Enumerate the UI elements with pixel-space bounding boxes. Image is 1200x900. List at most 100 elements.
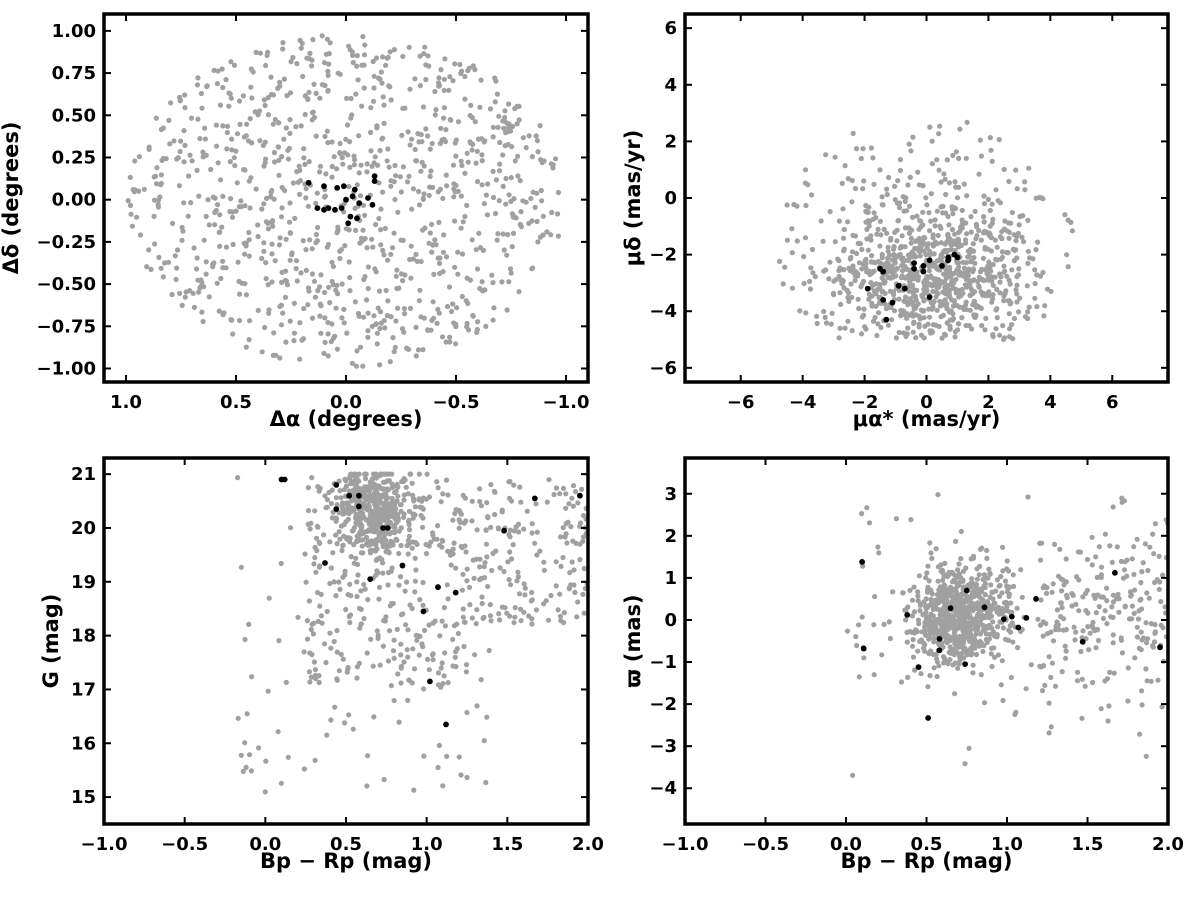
field-star-point xyxy=(270,352,276,358)
field-star-point xyxy=(286,219,293,225)
field-star-point xyxy=(287,525,294,531)
field-star-point xyxy=(356,170,362,176)
y-tick-label: 18 xyxy=(71,626,96,647)
field-star-point xyxy=(420,602,426,608)
field-star-point xyxy=(481,201,487,207)
field-star-point xyxy=(921,315,927,321)
field-star-point xyxy=(297,356,303,362)
field-star-point xyxy=(418,314,424,320)
field-star-point xyxy=(364,534,370,541)
field-star-point xyxy=(275,144,282,150)
field-star-point xyxy=(208,166,214,173)
member-star-point xyxy=(911,260,917,266)
field-star-point xyxy=(1032,281,1038,287)
field-star-point xyxy=(309,246,315,252)
y-tick-label: 21 xyxy=(71,464,96,485)
field-star-point xyxy=(853,634,859,640)
x-tick-label: 0.0 xyxy=(830,834,862,855)
field-star-point xyxy=(305,521,311,527)
field-star-point xyxy=(470,141,476,147)
field-star-point xyxy=(827,259,833,265)
field-star-point xyxy=(1000,625,1007,631)
field-star-point xyxy=(435,485,441,491)
field-star-point xyxy=(540,213,547,219)
field-star-point xyxy=(500,152,506,158)
field-star-point xyxy=(1001,293,1007,299)
field-star-point xyxy=(476,230,482,236)
field-star-point xyxy=(534,218,540,225)
field-star-point xyxy=(477,577,483,583)
member-star-point xyxy=(859,559,865,565)
member-star-point xyxy=(920,263,927,269)
field-star-point xyxy=(1001,263,1007,269)
field-star-point xyxy=(1014,291,1020,297)
field-star-point xyxy=(386,164,392,170)
field-star-point xyxy=(348,554,354,560)
field-star-point xyxy=(1051,541,1058,548)
field-star-point xyxy=(348,95,354,102)
field-star-point xyxy=(344,669,350,675)
field-star-point xyxy=(188,115,195,121)
field-star-point xyxy=(313,569,319,575)
field-star-point xyxy=(922,619,928,626)
field-star-point xyxy=(345,503,351,509)
field-star-point xyxy=(495,231,501,237)
field-star-point xyxy=(580,538,586,544)
field-star-point xyxy=(1037,540,1043,547)
field-star-point xyxy=(954,195,961,201)
field-star-point xyxy=(443,477,450,483)
field-star-point xyxy=(224,129,230,136)
field-star-point xyxy=(325,140,331,146)
field-star-point xyxy=(351,542,357,548)
field-star-point xyxy=(220,312,226,318)
field-star-point xyxy=(481,564,487,570)
field-star-point xyxy=(931,665,937,671)
field-star-point xyxy=(309,110,315,116)
field-star-point xyxy=(137,232,144,238)
field-star-point xyxy=(506,495,513,501)
member-star-point xyxy=(333,482,340,488)
field-star-point xyxy=(953,585,959,591)
field-star-point xyxy=(955,567,961,573)
field-star-point xyxy=(514,578,520,584)
field-star-point xyxy=(507,527,513,533)
field-star-point xyxy=(942,302,948,308)
field-star-point xyxy=(294,61,300,67)
field-star-point xyxy=(410,646,416,652)
field-star-point xyxy=(518,618,524,624)
field-star-point xyxy=(362,586,368,592)
field-star-point xyxy=(931,635,937,642)
field-star-point xyxy=(918,332,925,338)
field-star-point xyxy=(388,251,394,257)
field-star-point xyxy=(354,579,360,585)
field-star-point xyxy=(365,328,371,334)
field-star-point xyxy=(927,540,933,546)
field-star-point xyxy=(173,276,179,283)
field-star-point xyxy=(444,582,450,588)
field-star-point xyxy=(312,544,318,551)
field-star-point xyxy=(487,613,493,619)
field-star-point xyxy=(1058,614,1064,620)
field-star-point xyxy=(1140,560,1146,566)
field-star-point xyxy=(359,62,365,68)
field-star-point xyxy=(327,630,333,636)
field-star-point xyxy=(932,223,938,229)
field-star-point xyxy=(353,363,359,369)
field-star-point xyxy=(946,180,953,186)
field-star-point xyxy=(375,570,381,576)
field-star-point xyxy=(936,282,943,288)
field-star-point xyxy=(1055,622,1061,628)
field-star-point xyxy=(436,75,442,81)
field-star-point xyxy=(968,650,974,656)
y-tick-label: 1 xyxy=(664,568,677,589)
field-star-point xyxy=(340,506,346,513)
field-star-point xyxy=(984,268,991,274)
field-star-point xyxy=(574,614,580,620)
field-star-point xyxy=(331,579,337,585)
field-star-point xyxy=(408,471,414,477)
field-star-point xyxy=(405,129,411,135)
field-star-point xyxy=(182,105,188,111)
field-star-point xyxy=(265,282,271,288)
field-star-point xyxy=(1062,655,1069,661)
field-star-point xyxy=(557,613,564,619)
